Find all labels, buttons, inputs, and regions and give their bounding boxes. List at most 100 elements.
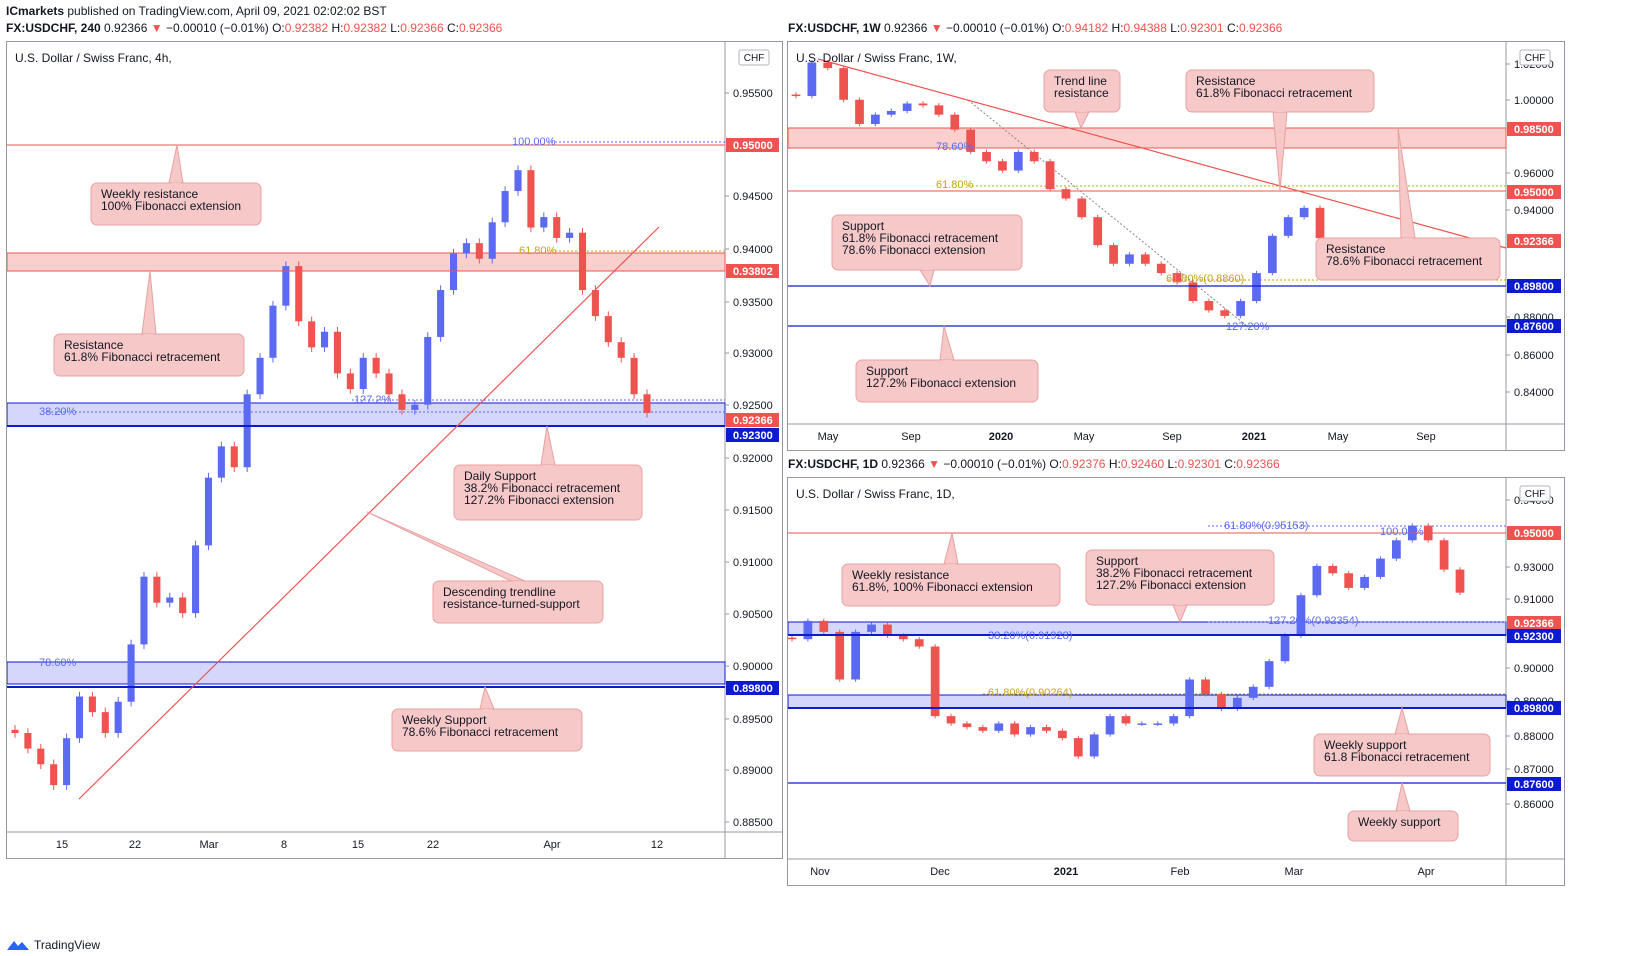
price-tag-bg <box>1507 234 1561 248</box>
candle-body <box>385 373 393 395</box>
candle-body <box>1188 282 1198 302</box>
y-tick-label: 0.84000 <box>1514 387 1554 399</box>
d1-chart-panel[interactable]: 61.80%(0.95153) 100.00% 127.20%(0.92354) 38… <box>787 477 1565 886</box>
w1-chart-panel[interactable]: 78.60%61.80%61.80%(0.8860)127.20%1.02000… <box>787 41 1565 451</box>
candle-body <box>791 94 801 97</box>
y-tick-label: 0.91000 <box>733 557 773 569</box>
candle-body <box>630 357 638 395</box>
price-tag-bg <box>726 264 779 278</box>
candle-body <box>372 357 380 374</box>
h4-open: 0.92382 <box>284 21 329 35</box>
candle-body <box>1140 254 1150 264</box>
down-arrow-icon: ▼ <box>928 457 940 471</box>
callout-pointer <box>479 685 495 710</box>
callout-text: Resistance <box>1196 74 1256 88</box>
d1-chart-svg[interactable]: 61.80%(0.95153) 100.00% 127.20%(0.92354) 38… <box>788 478 1564 885</box>
d1-open: 0.92376 <box>1062 457 1106 471</box>
h4-chart-svg[interactable]: 100.00% 61.80% 127.2% 38.20% 78.60% 0.95500 0.… <box>7 42 782 858</box>
price-tag-bg <box>726 413 779 427</box>
x-tick-label: May <box>1328 431 1349 443</box>
callout-text: Weekly resistance <box>852 568 949 582</box>
h4-symbol-line: FX:USDCHF, 240 0.92366 ▼ −0.00010 (−0.01… <box>6 21 503 35</box>
callout-joint <box>143 334 155 335</box>
candle-body <box>1312 565 1322 596</box>
h4-change: −0.00010 (−0.01%) <box>166 21 269 35</box>
h4-chart-panel[interactable]: 100.00% 61.80% 127.2% 38.20% 78.60% 0.95500 0.… <box>6 41 783 859</box>
candle-body <box>1315 207 1325 239</box>
candle-body <box>488 222 496 259</box>
price-tag-bg <box>1507 616 1561 630</box>
y-tick-label: 0.92500 <box>733 400 773 412</box>
candle-body <box>1093 217 1103 246</box>
candle-body <box>398 394 406 410</box>
callout-text: 61.8% Fibonacci retracement <box>64 350 221 364</box>
callout-pointer <box>1074 111 1090 130</box>
candle-body <box>308 321 316 348</box>
candle-body <box>918 103 928 106</box>
x-tick-label: 22 <box>129 839 141 851</box>
candle-body <box>1077 198 1087 218</box>
x-tick-label: Apr <box>543 839 560 851</box>
x-tick-label: Nov <box>810 866 830 878</box>
callout-text: resistance-turned-support <box>443 597 580 611</box>
candle-body <box>1220 310 1230 316</box>
y-tick-label: 0.95500 <box>733 88 773 100</box>
price-tag-bg <box>1507 122 1561 136</box>
d1-close: 0.92366 <box>1236 457 1280 471</box>
candle-body <box>101 712 109 733</box>
callout-pointer <box>943 532 959 565</box>
price-tag-bg <box>1507 629 1561 643</box>
price-tag-label: 0.95000 <box>1514 528 1554 540</box>
x-tick-label: Mar <box>200 839 219 851</box>
callout-text: 61.8% Fibonacci retracement <box>842 231 999 245</box>
w1-open: 0.94182 <box>1064 21 1109 35</box>
callout-joint <box>1397 811 1409 812</box>
candle-body <box>424 336 432 405</box>
publisher-name: ICmarkets <box>6 4 65 18</box>
price-tag-label: 0.92300 <box>733 430 773 442</box>
y-tick-label: 0.96000 <box>1514 168 1554 180</box>
price-tag-label: 0.92366 <box>1514 618 1554 630</box>
callout-pointer <box>939 325 955 361</box>
x-tick-label: May <box>1074 431 1095 443</box>
candle-body <box>1010 723 1020 735</box>
candle-body <box>1376 558 1385 577</box>
candle-body <box>1013 151 1023 171</box>
x-tick-label: 8 <box>281 839 287 851</box>
h4-last: 0.92366 <box>104 21 148 35</box>
w1-chart-svg[interactable]: 78.60%61.80%61.80%(0.8860)127.20%1.02000… <box>788 42 1564 450</box>
fib-label: 127.2% <box>354 394 392 406</box>
level-zone-2 <box>7 661 726 685</box>
callout-text: 78.6% Fibonacci retracement <box>402 725 559 739</box>
candle-body <box>243 394 251 468</box>
level-line-4 <box>817 58 1507 249</box>
candle-body <box>63 738 71 786</box>
price-tag-label: 0.89800 <box>733 683 773 695</box>
candle-body <box>24 732 32 749</box>
candle-body <box>886 110 896 115</box>
callout-pointer <box>366 511 526 582</box>
candle-body <box>982 151 991 162</box>
y-tick-label: 0.90000 <box>1514 663 1554 675</box>
callout-joint <box>542 465 554 466</box>
candle-body <box>50 764 58 786</box>
tradingview-logo-icon <box>7 941 29 950</box>
callout-text: Daily Support <box>464 469 537 483</box>
y-tick-label: 0.90000 <box>733 661 773 673</box>
fib-label: 61.80% <box>936 179 974 191</box>
level-zone-1 <box>7 402 726 427</box>
candle-body <box>591 290 599 317</box>
candle-body <box>823 62 833 69</box>
candle-body <box>1105 716 1115 735</box>
candle-body <box>950 114 960 130</box>
candle-body <box>346 373 354 390</box>
down-arrow-icon: ▼ <box>930 21 943 35</box>
x-tick-label: Sep <box>901 431 921 443</box>
candle-body <box>1280 635 1290 662</box>
candle-body <box>1264 661 1274 687</box>
candle-body <box>934 105 944 115</box>
candle-body <box>1172 273 1182 283</box>
candle-body <box>295 266 303 322</box>
footer-brand[interactable]: TradingView <box>6 938 100 952</box>
callout-pointer <box>1395 782 1411 812</box>
